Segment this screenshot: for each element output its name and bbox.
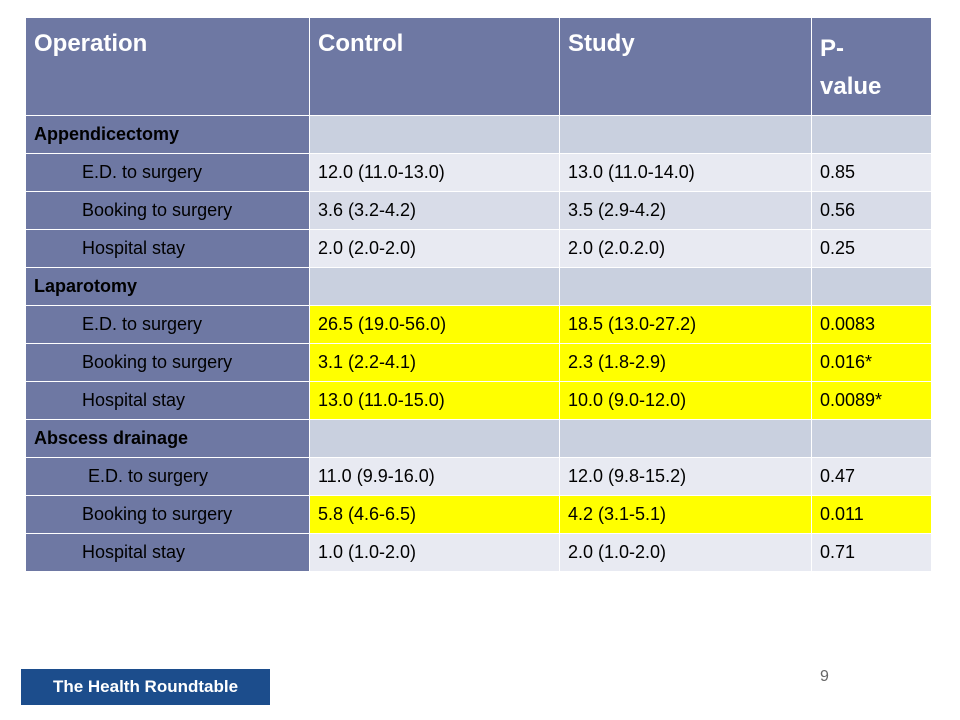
study-value: 18.5 (13.0-27.2) (559, 305, 812, 344)
study-value: 10.0 (9.0-12.0) (559, 381, 812, 420)
header-p-value-line2: value (820, 73, 882, 100)
study-value: 4.2 (3.1-5.1) (559, 495, 812, 534)
blank-cell (559, 267, 812, 306)
blank-cell (309, 267, 560, 306)
row-label: Hospital stay (25, 533, 310, 572)
table-row: E.D. to surgery 12.0 (11.0-13.0) 13.0 (1… (25, 153, 932, 192)
p-value: 0.0083 (811, 305, 932, 344)
row-label: Booking to surgery (25, 191, 310, 230)
study-value: 13.0 (11.0-14.0) (559, 153, 812, 192)
table-row: Booking to surgery 3.6 (3.2-4.2) 3.5 (2.… (25, 191, 932, 230)
header-study: Study (559, 17, 812, 116)
blank-cell (559, 419, 812, 458)
control-value: 5.8 (4.6-6.5) (309, 495, 560, 534)
blank-cell (811, 115, 932, 154)
p-value: 0.85 (811, 153, 932, 192)
table-header-row: Operation Control Study P-value (25, 17, 932, 116)
control-value: 12.0 (11.0-13.0) (309, 153, 560, 192)
header-p-value: P-value (811, 17, 932, 116)
results-table: Operation Control Study P-value Appendic… (25, 17, 932, 572)
study-value: 3.5 (2.9-4.2) (559, 191, 812, 230)
study-value: 12.0 (9.8-15.2) (559, 457, 812, 496)
row-label: Hospital stay (25, 381, 310, 420)
control-value: 26.5 (19.0-56.0) (309, 305, 560, 344)
p-value: 0.016* (811, 343, 932, 382)
p-value: 0.011 (811, 495, 932, 534)
group-row-abscess-drainage: Abscess drainage (25, 419, 932, 458)
group-label: Appendicectomy (25, 115, 310, 154)
control-value: 13.0 (11.0-15.0) (309, 381, 560, 420)
p-value: 0.71 (811, 533, 932, 572)
blank-cell (811, 267, 932, 306)
header-operation: Operation (25, 17, 310, 116)
table-row: E.D. to surgery 26.5 (19.0-56.0) 18.5 (1… (25, 305, 932, 344)
blank-cell (811, 419, 932, 458)
group-row-appendicectomy: Appendicectomy (25, 115, 932, 154)
row-label: Booking to surgery (25, 495, 310, 534)
blank-cell (309, 115, 560, 154)
table-row: Booking to surgery 3.1 (2.2-4.1) 2.3 (1.… (25, 343, 932, 382)
control-value: 1.0 (1.0-2.0) (309, 533, 560, 572)
p-value: 0.47 (811, 457, 932, 496)
blank-cell (309, 419, 560, 458)
study-value: 2.3 (1.8-2.9) (559, 343, 812, 382)
row-label: E.D. to surgery (25, 457, 310, 496)
control-value: 3.6 (3.2-4.2) (309, 191, 560, 230)
table-row: E.D. to surgery 11.0 (9.9-16.0) 12.0 (9.… (25, 457, 932, 496)
row-label: E.D. to surgery (25, 153, 310, 192)
header-control: Control (309, 17, 560, 116)
row-label: Hospital stay (25, 229, 310, 268)
p-value: 0.0089* (811, 381, 932, 420)
table-row: Hospital stay 2.0 (2.0-2.0) 2.0 (2.0.2.0… (25, 229, 932, 268)
table-row: Hospital stay 1.0 (1.0-2.0) 2.0 (1.0-2.0… (25, 533, 932, 572)
row-label: E.D. to surgery (25, 305, 310, 344)
row-label: Booking to surgery (25, 343, 310, 382)
study-value: 2.0 (1.0-2.0) (559, 533, 812, 572)
organization-badge: The Health Roundtable (21, 669, 270, 705)
group-row-laparotomy: Laparotomy (25, 267, 932, 306)
header-p-value-line1: P- (820, 35, 844, 62)
control-value: 2.0 (2.0-2.0) (309, 229, 560, 268)
table-row: Hospital stay 13.0 (11.0-15.0) 10.0 (9.0… (25, 381, 932, 420)
study-value: 2.0 (2.0.2.0) (559, 229, 812, 268)
control-value: 3.1 (2.2-4.1) (309, 343, 560, 382)
page-number: 9 (820, 668, 829, 685)
group-label: Laparotomy (25, 267, 310, 306)
control-value: 11.0 (9.9-16.0) (309, 457, 560, 496)
blank-cell (559, 115, 812, 154)
group-label: Abscess drainage (25, 419, 310, 458)
p-value: 0.56 (811, 191, 932, 230)
p-value: 0.25 (811, 229, 932, 268)
table-row: Booking to surgery 5.8 (4.6-6.5) 4.2 (3.… (25, 495, 932, 534)
